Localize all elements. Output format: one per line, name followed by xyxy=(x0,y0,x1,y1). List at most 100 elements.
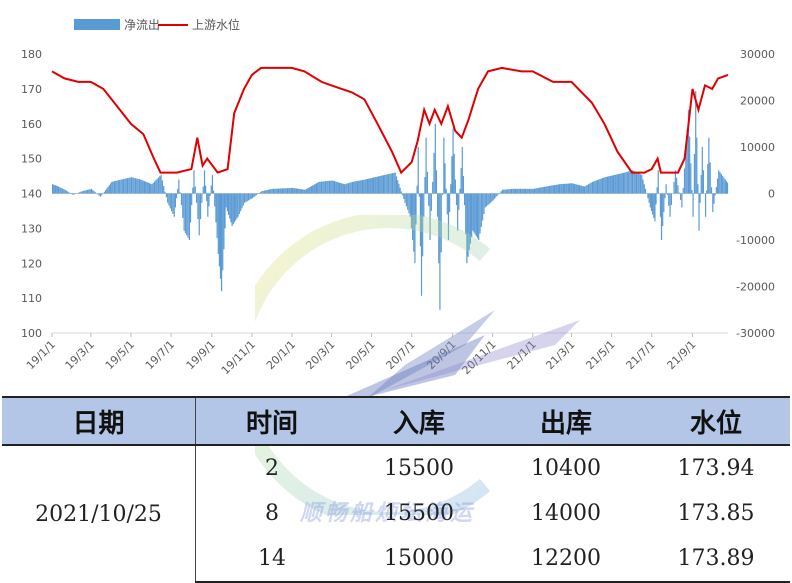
left-tick-label: 150 xyxy=(21,153,42,166)
outflow-bar xyxy=(97,194,98,195)
outflow-bar xyxy=(110,184,111,194)
outflow-bar xyxy=(564,184,565,194)
outflow-bar xyxy=(57,186,58,193)
outflow-bar xyxy=(702,147,703,194)
outflow-bar xyxy=(186,194,187,236)
outflow-bar xyxy=(515,189,516,194)
outflow-bar xyxy=(423,194,424,217)
outflow-bar xyxy=(579,185,580,193)
outflow-bar xyxy=(223,194,224,250)
outflow-bar xyxy=(172,194,173,214)
outflow-bar xyxy=(213,191,214,194)
outflow-bar xyxy=(124,179,125,194)
outflow-bar xyxy=(545,187,546,194)
outflow-bar xyxy=(391,173,392,193)
outflow-bar xyxy=(54,185,55,193)
outflow-bar xyxy=(655,194,656,205)
inflow-cell: 15500 xyxy=(348,445,490,491)
outflow-bar xyxy=(99,194,100,196)
outflow-bar xyxy=(671,194,672,206)
outflow-bar xyxy=(606,177,607,194)
outflow-bar xyxy=(339,183,340,194)
outflow-bar xyxy=(150,184,151,194)
outflow-bar xyxy=(374,177,375,193)
outflow-bar xyxy=(349,183,350,194)
outflow-bar xyxy=(697,184,698,193)
outflow-bar xyxy=(158,178,159,194)
outflow-bar xyxy=(458,194,459,210)
outflow-bar xyxy=(106,188,107,193)
outflow-bar xyxy=(120,180,121,194)
outflow-bar xyxy=(406,194,407,207)
outflow-bar xyxy=(508,189,509,193)
outflow-bar xyxy=(331,180,332,193)
outflow-bar xyxy=(229,194,230,219)
level-cell: 173.89 xyxy=(642,536,790,582)
outflow-bar xyxy=(286,188,287,193)
outflow-bar xyxy=(204,170,205,193)
outflow-bar xyxy=(203,187,204,194)
outflow-bar xyxy=(329,181,330,194)
outflow-bar xyxy=(554,185,555,193)
outflow-bar xyxy=(498,194,499,195)
outflow-bar xyxy=(689,137,690,194)
outflow-bar xyxy=(591,183,592,194)
outflow-bar xyxy=(84,191,85,194)
outflow-bar xyxy=(115,181,116,194)
outflow-bar xyxy=(526,189,527,194)
outflow-bar xyxy=(627,172,628,194)
outflow-bar xyxy=(529,189,530,194)
outflow-bar xyxy=(181,194,182,206)
outflow-bar xyxy=(485,194,486,208)
outflow-bar xyxy=(530,189,531,194)
left-tick-label: 100 xyxy=(21,327,42,340)
outflow-bar xyxy=(58,187,59,194)
outflow-bar xyxy=(563,184,564,194)
outflow-bar xyxy=(322,181,323,193)
x-tick-label: 21/9/1 xyxy=(664,338,698,372)
outflow-bar xyxy=(211,185,212,193)
outflow-bar xyxy=(100,194,101,197)
outflow-bar xyxy=(725,180,726,194)
legend: 净流出 上游水位 xyxy=(74,17,240,32)
outflow-bar xyxy=(432,182,433,194)
outflow-bar xyxy=(719,172,720,193)
outflow-bar xyxy=(669,194,670,217)
outflow-bar xyxy=(78,193,79,194)
right-tick-label: -10000 xyxy=(736,234,775,247)
outflow-bar xyxy=(347,183,348,193)
outflow-bar xyxy=(244,194,245,203)
header-level: 水位 xyxy=(642,397,790,445)
outflow-bar xyxy=(546,186,547,193)
outflow-bar xyxy=(95,192,96,193)
outflow-bar xyxy=(201,194,202,203)
outflow-bar xyxy=(611,176,612,194)
outflow-bar xyxy=(490,194,491,203)
outflow-bar xyxy=(214,194,215,207)
outflow-bar xyxy=(494,194,495,199)
outflow-bar xyxy=(599,179,600,193)
outflow-bar xyxy=(497,194,498,196)
outflow-bar xyxy=(722,176,723,194)
outflow-bar xyxy=(311,186,312,193)
outflow-bar xyxy=(506,189,507,193)
outflow-bar xyxy=(338,182,339,193)
outflow-bar xyxy=(336,182,337,194)
outflow-bar xyxy=(673,182,674,194)
outflow-bar xyxy=(483,194,484,214)
outflow-bar xyxy=(303,190,304,194)
outflow-bar xyxy=(320,182,321,194)
outflow-bar xyxy=(269,189,270,193)
outflow-bar xyxy=(132,178,133,194)
outflow-bar xyxy=(192,188,193,194)
outflow-bar xyxy=(464,194,465,206)
outflow-bar xyxy=(328,181,329,194)
outflow-bar xyxy=(691,190,692,193)
outflow-bar xyxy=(282,188,283,193)
outflow-bar xyxy=(168,194,169,206)
outflow-bar xyxy=(645,189,646,194)
outflow-bar xyxy=(207,194,208,217)
outflow-bar xyxy=(647,194,648,199)
outflow-bar xyxy=(620,173,621,193)
outflow-bar xyxy=(558,184,559,193)
